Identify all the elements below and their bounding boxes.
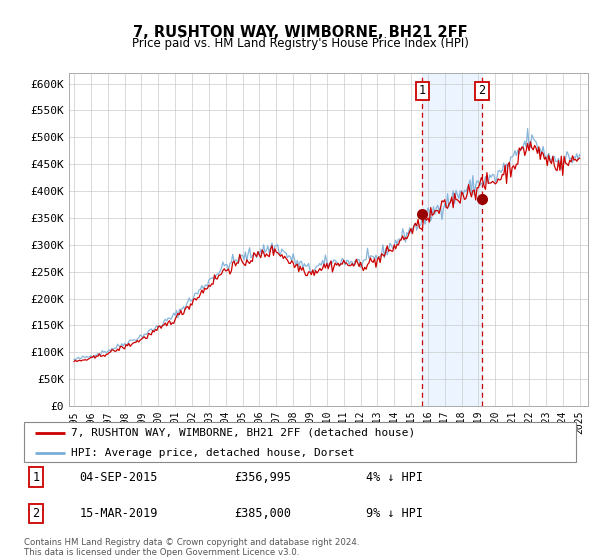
Text: 1: 1 [32, 470, 40, 484]
Text: 9% ↓ HPI: 9% ↓ HPI [366, 507, 423, 520]
Text: 2: 2 [32, 507, 40, 520]
Bar [422, 73, 482, 406]
Text: Contains HM Land Registry data © Crown copyright and database right 2024.
This d: Contains HM Land Registry data © Crown c… [24, 538, 359, 557]
FancyBboxPatch shape [24, 422, 576, 462]
Text: 1: 1 [419, 85, 426, 97]
Text: 15-MAR-2019: 15-MAR-2019 [79, 507, 158, 520]
Text: 7, RUSHTON WAY, WIMBORNE, BH21 2FF (detached house): 7, RUSHTON WAY, WIMBORNE, BH21 2FF (deta… [71, 428, 415, 437]
Text: 7, RUSHTON WAY, WIMBORNE, BH21 2FF: 7, RUSHTON WAY, WIMBORNE, BH21 2FF [133, 25, 467, 40]
Text: 2: 2 [478, 85, 485, 97]
Text: 04-SEP-2015: 04-SEP-2015 [79, 470, 158, 484]
Text: £356,995: £356,995 [234, 470, 291, 484]
Text: 4% ↓ HPI: 4% ↓ HPI [366, 470, 423, 484]
Text: HPI: Average price, detached house, Dorset: HPI: Average price, detached house, Dors… [71, 448, 355, 458]
Text: £385,000: £385,000 [234, 507, 291, 520]
Text: Price paid vs. HM Land Registry's House Price Index (HPI): Price paid vs. HM Land Registry's House … [131, 37, 469, 50]
